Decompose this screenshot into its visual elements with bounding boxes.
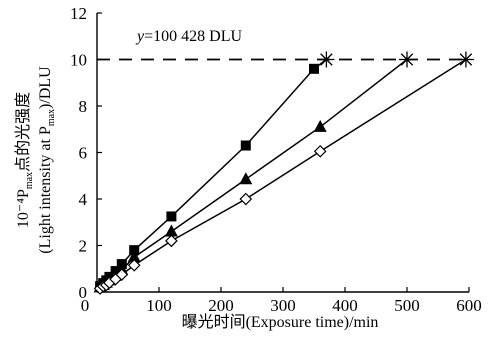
series-1-point: [166, 211, 177, 222]
x-tick-label: 0: [81, 296, 90, 315]
series-1-point: [309, 63, 319, 74]
y-axis-title-line1: 10⁻⁴Pmax点的光强度: [14, 92, 35, 228]
y-axis-title-2a: (Light intensity at P: [37, 126, 54, 254]
series-1-point: [240, 140, 251, 151]
series-2-point: [127, 250, 141, 263]
series-2-end-marker: [399, 51, 415, 68]
y-tick-label: 2: [79, 237, 88, 256]
x-tick-label: 200: [208, 296, 234, 315]
y-tick-label: 12: [70, 4, 87, 23]
series-3-point: [115, 268, 129, 281]
x-tick-label: 400: [332, 296, 358, 315]
series-2-point: [164, 224, 178, 237]
reference-label-value: =100 428 DLU: [144, 28, 242, 45]
series-2-line: [99, 58, 408, 288]
reference-line-label: y=100 428 DLU: [135, 28, 242, 45]
series-3-end-marker: [457, 51, 474, 68]
y-axis-title-1-sub: max: [24, 172, 35, 189]
series-3-point: [165, 234, 178, 248]
svg-text:10⁻⁴Pmax点的光强度: 10⁻⁴Pmax点的光强度: [14, 92, 35, 228]
plot-area: 0 2 4 6 8 10 12 0 100 200 300 400 500 600: [70, 4, 482, 315]
y-tick-label: 10: [70, 51, 87, 70]
series-3-line: [99, 58, 467, 290]
x-tick-label: 100: [146, 296, 172, 315]
y-axis-title-2b: )/DLU: [37, 66, 54, 109]
series-3-point: [313, 144, 327, 158]
x-axis-title: 曝光时间(Exposure time)/min: [182, 313, 379, 331]
reference-label-y: y: [135, 28, 145, 45]
series-3-point: [127, 258, 141, 272]
series-2-point: [239, 172, 253, 185]
series-3-point: [239, 192, 253, 206]
series-2-point: [313, 119, 327, 132]
x-tick-label: 500: [394, 296, 420, 315]
series-1-end-marker: [318, 51, 335, 68]
y-axis-title-2-sub: max: [46, 109, 57, 126]
x-tick-label: 300: [270, 296, 296, 315]
svg-text:(Light intensity at Pmax)/DLU: (Light intensity at Pmax)/DLU: [37, 66, 57, 254]
y-tick-label: 8: [79, 97, 88, 116]
x-tick-label: 600: [456, 296, 482, 315]
y-axis-title-1a: 10⁻⁴P: [15, 189, 32, 228]
y-axis-title-1b: 点的光强度: [14, 92, 32, 172]
y-tick-label: 0: [79, 283, 88, 302]
y-tick-label: 4: [79, 190, 88, 209]
y-tick-label: 6: [79, 144, 88, 163]
y-axis-title-line2: (Light intensity at Pmax)/DLU: [37, 66, 57, 254]
